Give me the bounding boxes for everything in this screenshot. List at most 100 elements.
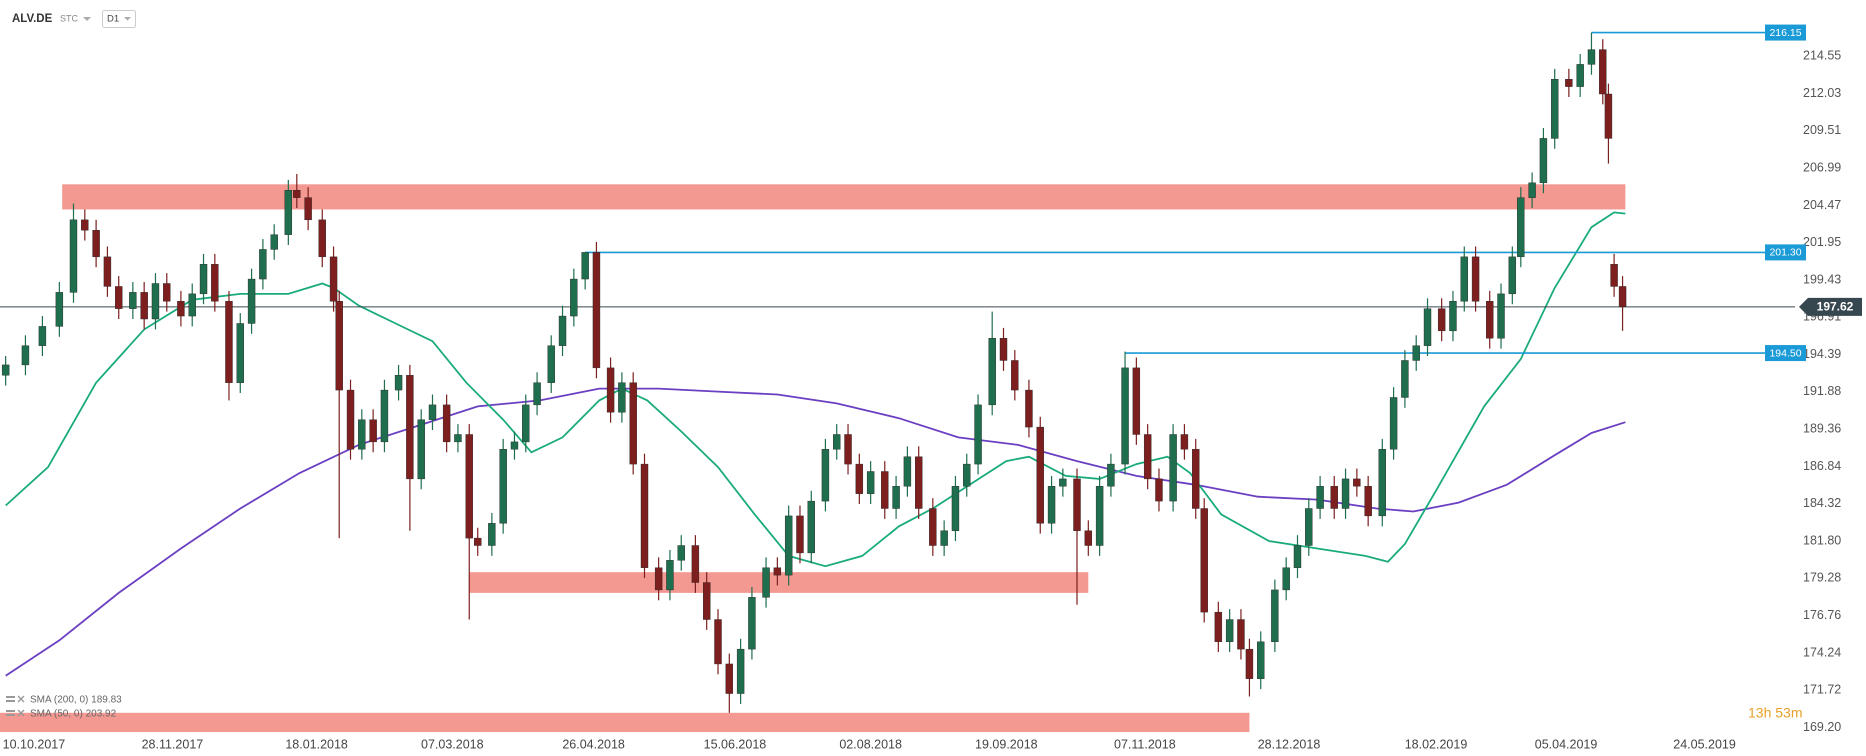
y-tick-label: 174.24 — [1803, 645, 1841, 659]
level-tag — [1765, 24, 1806, 41]
candle-body — [129, 292, 137, 309]
y-tick-label: 181.80 — [1803, 533, 1841, 547]
candle-body — [1107, 463, 1115, 487]
candle-body — [329, 256, 338, 302]
dropdown-caret[interactable] — [124, 17, 131, 21]
candle-body — [951, 486, 960, 531]
x-tick-label: 05.04.2019 — [1535, 737, 1598, 751]
candle-body — [199, 264, 208, 295]
candle-body — [1401, 360, 1409, 398]
candles-layer — [1, 32, 1627, 713]
candle-body — [140, 292, 148, 320]
candle-body — [748, 597, 756, 650]
candle-body — [1341, 478, 1350, 509]
level-label: 216.15 — [1769, 27, 1801, 39]
candle-body — [55, 292, 64, 327]
y-tick-label: 214.55 — [1803, 49, 1841, 63]
candle-body — [1073, 478, 1081, 531]
candle-body — [940, 530, 948, 546]
candle-body — [547, 345, 555, 383]
candle-body — [304, 197, 312, 221]
instrument-type[interactable]: STC — [60, 13, 79, 23]
candle-body — [335, 301, 343, 391]
candle-body — [736, 648, 745, 694]
candle-body — [1084, 530, 1093, 546]
candle-body — [1412, 345, 1420, 361]
candle-body — [618, 382, 626, 413]
candle-body — [1305, 508, 1313, 546]
candle-body — [380, 389, 389, 443]
candle-body — [1192, 449, 1200, 509]
y-tick-label: 176.76 — [1803, 608, 1841, 622]
y-tick-label: 179.28 — [1803, 571, 1841, 585]
candle-body — [151, 283, 160, 320]
y-tick-label: 199.43 — [1803, 272, 1841, 286]
candle-body — [293, 190, 301, 198]
candle-body — [581, 252, 589, 280]
candle-body — [1437, 308, 1446, 332]
candle-body — [1610, 264, 1618, 287]
candle-body — [81, 219, 89, 231]
candle-body — [499, 449, 507, 524]
candle-body — [1460, 256, 1468, 302]
candle-body — [1565, 78, 1573, 87]
candle-body — [284, 190, 293, 235]
y-tick-label: 171.72 — [1803, 683, 1841, 697]
candle-body — [807, 500, 815, 554]
candle-body — [929, 508, 937, 546]
candle-body — [533, 382, 541, 406]
y-tick-label: 209.51 — [1803, 123, 1841, 137]
candle-body — [892, 486, 900, 509]
candle-body — [318, 219, 326, 258]
candle-body — [1011, 360, 1019, 391]
candle-body — [369, 419, 377, 443]
x-tick-label: 18.01.2018 — [285, 737, 348, 751]
candle-body — [1508, 256, 1517, 295]
candle-body — [1449, 301, 1457, 332]
interval-dropdown[interactable] — [102, 10, 136, 28]
candle-body — [1528, 182, 1536, 198]
level-tag — [1765, 244, 1806, 261]
candle-body — [1245, 648, 1254, 679]
candle-body — [1378, 449, 1386, 517]
candle-body — [270, 234, 278, 250]
indicator-line — [5, 387, 1626, 677]
candle-body — [1121, 367, 1129, 465]
y-tick-label: 184.32 — [1803, 496, 1841, 510]
candle-body — [1200, 508, 1208, 613]
candle-body — [558, 315, 567, 346]
candle-body — [259, 249, 267, 280]
x-tick-label: 15.06.2018 — [704, 737, 767, 751]
x-tick-label: 02.08.2018 — [839, 737, 902, 751]
candle-body — [677, 545, 685, 561]
candle-body — [1282, 567, 1290, 591]
candle-body — [592, 252, 601, 369]
candle-body — [640, 463, 649, 568]
zone — [0, 712, 1250, 733]
last-price-tag — [1799, 297, 1862, 316]
interval[interactable]: D1 — [107, 14, 119, 25]
symbol[interactable]: ALV.DE — [12, 13, 53, 25]
candle-body — [1389, 397, 1398, 450]
y-tick-label: 186.84 — [1803, 459, 1841, 473]
y-tick-label: 201.95 — [1803, 235, 1841, 249]
candle-body — [21, 345, 30, 366]
x-tick-label: 24.05.2019 — [1673, 737, 1736, 751]
candle-body — [725, 663, 734, 694]
y-tick-label: 206.99 — [1803, 160, 1841, 174]
candle-body — [417, 419, 425, 480]
candle-body — [1257, 641, 1265, 679]
x-tick-label: 07.11.2018 — [1114, 737, 1176, 751]
candle-body — [702, 582, 711, 620]
candle-body — [358, 419, 366, 450]
candle-body — [346, 389, 355, 450]
lines-layer — [0, 31, 1795, 677]
dropdown-caret[interactable] — [83, 17, 91, 21]
candle-body — [225, 301, 233, 383]
candle-body — [1497, 293, 1505, 339]
level-label: 201.30 — [1769, 247, 1801, 259]
candle-body — [762, 567, 770, 598]
candle-body — [38, 326, 47, 346]
candle-body — [1587, 49, 1596, 65]
candle-body — [92, 229, 100, 258]
